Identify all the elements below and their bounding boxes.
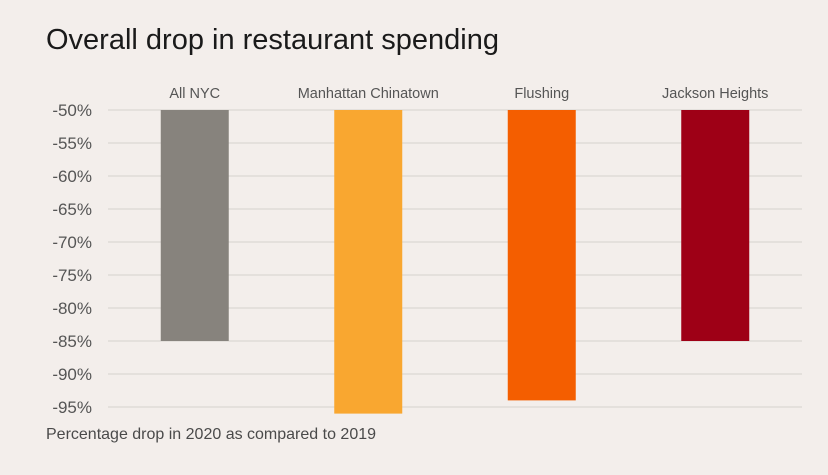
category-label: Manhattan Chinatown xyxy=(298,86,439,102)
y-tick-label: -60% xyxy=(52,167,92,186)
y-tick-label: -90% xyxy=(52,365,92,384)
chart-title: Overall drop in restaurant spending xyxy=(46,24,499,56)
y-tick-label: -85% xyxy=(52,332,92,351)
y-tick-label: -95% xyxy=(52,398,92,417)
bar xyxy=(334,110,403,414)
y-tick-label: -70% xyxy=(52,233,92,252)
y-tick-label: -65% xyxy=(52,200,92,219)
y-tick-label: -75% xyxy=(52,266,92,285)
y-tick-label: -80% xyxy=(52,299,92,318)
category-label: All NYC xyxy=(169,86,220,102)
bar xyxy=(160,110,229,341)
category-label: Jackson Heights xyxy=(662,86,768,102)
category-label: Flushing xyxy=(514,86,569,102)
chart-footnote: Percentage drop in 2020 as compared to 2… xyxy=(46,426,377,443)
y-tick-label: -50% xyxy=(52,101,92,120)
bar xyxy=(681,110,750,341)
y-tick-label: -55% xyxy=(52,134,92,153)
bar xyxy=(507,110,576,401)
